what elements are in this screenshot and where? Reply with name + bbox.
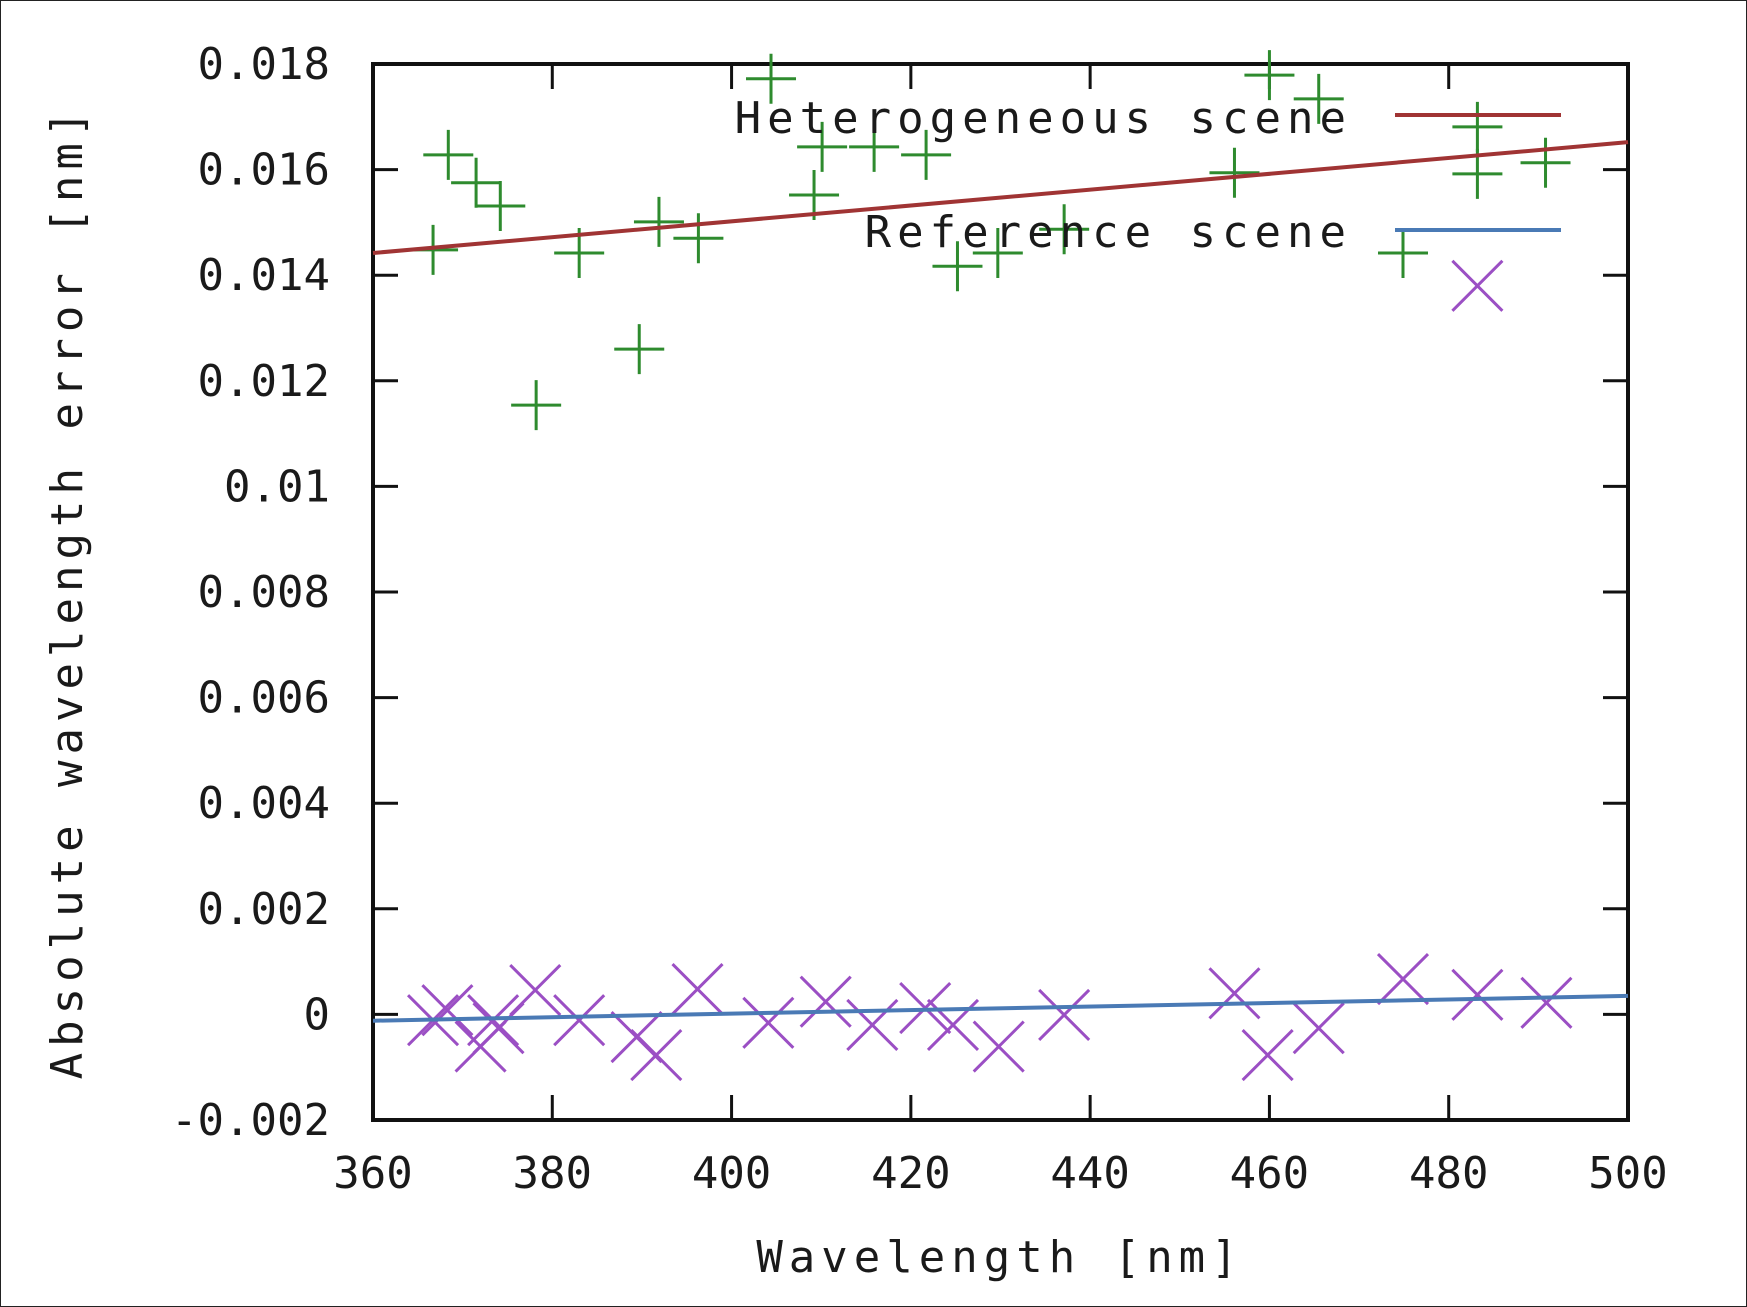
y-tick-label: 0.004 xyxy=(198,778,330,829)
y-tick-label: 0.008 xyxy=(198,567,330,618)
y-axis-ticks: -0.002 0 0.002 0.004 0.006 0.008 0.01 0.012 0.01… xyxy=(171,39,1628,1146)
plus-marker xyxy=(901,129,952,180)
cross-marker xyxy=(1376,952,1430,1006)
cross-marker xyxy=(1451,259,1504,312)
plus-marker xyxy=(633,196,684,247)
plus-marker xyxy=(1293,73,1344,124)
y-tick-label: -0.002 xyxy=(171,1095,330,1146)
x-tick-label: 480 xyxy=(1409,1148,1488,1199)
plus-marker xyxy=(1244,50,1295,101)
cross-marker xyxy=(509,964,562,1017)
x-tick-label: 380 xyxy=(513,1148,592,1199)
fit-line xyxy=(372,140,1629,256)
fit-line xyxy=(372,993,1629,1023)
y-tick-label: 0.014 xyxy=(198,250,330,301)
legend-label-reference: Reference scene xyxy=(865,207,1352,258)
y-tick-label: 0.018 xyxy=(198,39,330,90)
y-tick-label: 0.016 xyxy=(198,145,330,196)
legend: Heterogeneous scene Reference scene xyxy=(735,93,1561,258)
plus-marker xyxy=(614,324,665,375)
plus-marker xyxy=(972,228,1023,279)
plus-marker xyxy=(797,121,848,172)
cross-marker xyxy=(1520,976,1573,1029)
plus-marker xyxy=(849,121,900,172)
cross-marker xyxy=(799,975,852,1028)
cross-marker xyxy=(972,1020,1025,1073)
cross-marker xyxy=(421,984,474,1037)
plus-marker xyxy=(423,129,474,180)
x-tick-label: 440 xyxy=(1050,1148,1129,1199)
x-tick-label: 420 xyxy=(871,1148,950,1199)
y-axis-label: Absolute wavelength error [nm] xyxy=(42,105,93,1080)
plus-marker xyxy=(1209,147,1260,198)
series-heterogeneous-scene xyxy=(372,140,1629,256)
plus-marker xyxy=(1378,228,1428,279)
plus-marker xyxy=(1452,101,1503,152)
cross-marker xyxy=(742,996,795,1049)
plus-marker xyxy=(673,213,724,264)
cross-marker xyxy=(1292,1002,1345,1055)
plus-marker xyxy=(451,157,502,208)
y-tick-label: 0.01 xyxy=(224,461,330,512)
data-series xyxy=(372,50,1629,1082)
plus-marker xyxy=(511,380,562,431)
x-axis-ticks: 360 380 400 420 440 460 480 500 xyxy=(333,64,1668,1199)
plus-marker xyxy=(746,53,797,104)
cross-marker xyxy=(553,994,606,1047)
x-tick-label: 500 xyxy=(1588,1148,1667,1199)
cross-marker xyxy=(1241,1028,1294,1082)
y-tick-label: 0.006 xyxy=(198,673,330,724)
y-tick-label: 0.012 xyxy=(198,356,330,407)
y-tick-label: 0.002 xyxy=(198,884,330,935)
plus-marker xyxy=(932,241,983,292)
series-reference-scene-points- xyxy=(407,259,1573,1082)
plus-marker xyxy=(1039,204,1090,255)
x-tick-label: 460 xyxy=(1230,1148,1309,1199)
cross-marker xyxy=(630,1028,683,1082)
cross-marker xyxy=(846,998,899,1052)
cross-marker xyxy=(1451,968,1504,1021)
x-tick-label: 400 xyxy=(692,1148,771,1199)
legend-label-heterogeneous: Heterogeneous scene xyxy=(735,93,1352,144)
cross-marker xyxy=(671,962,724,1016)
x-axis-label: Wavelength [nm] xyxy=(756,1232,1243,1283)
plus-marker xyxy=(1520,137,1571,188)
cross-marker xyxy=(1038,988,1091,1041)
cross-marker xyxy=(1208,967,1261,1020)
series-reference-scene xyxy=(372,993,1629,1023)
plus-marker xyxy=(475,181,526,232)
y-tick-label: 0 xyxy=(304,989,331,1040)
x-tick-label: 360 xyxy=(333,1148,412,1199)
plus-marker xyxy=(789,169,840,220)
